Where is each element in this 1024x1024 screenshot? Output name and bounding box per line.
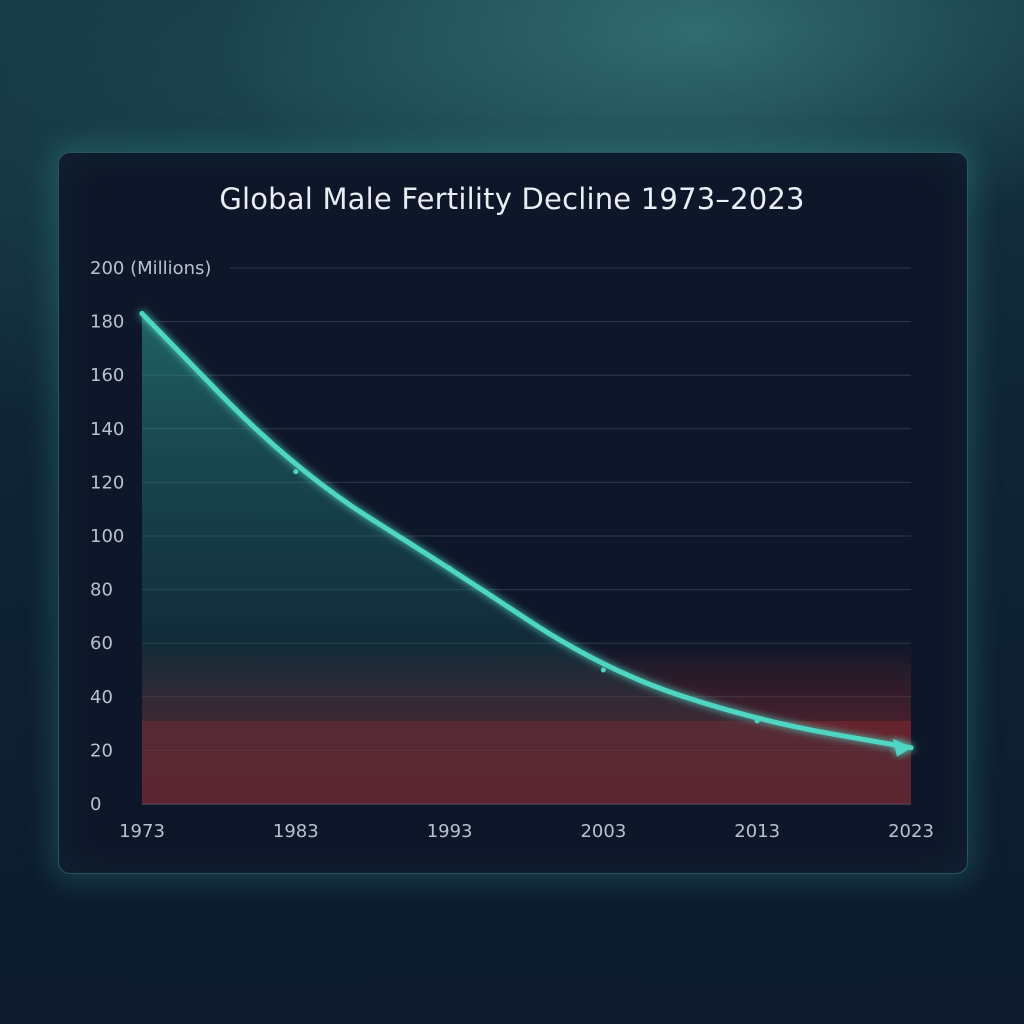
- data-point: [447, 565, 453, 571]
- y-tick-label: 0: [90, 794, 101, 815]
- y-tick-label: 200 (Millions): [90, 258, 211, 279]
- series-line: [139, 311, 914, 751]
- data-point: [754, 718, 760, 724]
- data-point: [293, 469, 299, 475]
- x-tick-label: 1993: [427, 821, 473, 842]
- y-tick-label: 100: [90, 526, 124, 547]
- chart-title: Global Male Fertility Decline 1973–2023: [219, 182, 805, 216]
- data-point: [600, 667, 606, 673]
- x-tick-label: 1983: [273, 821, 319, 842]
- y-tick-label: 20: [90, 740, 113, 761]
- y-tick-label: 120: [90, 472, 124, 493]
- y-tick-label: 80: [90, 580, 113, 601]
- x-tick-label: 2013: [734, 821, 780, 842]
- x-tick-label: 1973: [119, 821, 165, 842]
- x-tick-label: 2023: [888, 821, 934, 842]
- y-tick-label: 60: [90, 633, 113, 654]
- data-point: [139, 311, 145, 317]
- series-area: [142, 313, 911, 804]
- y-tick-label: 160: [90, 365, 124, 386]
- y-tick-label: 140: [90, 419, 124, 440]
- end-arrow-icon: [893, 738, 911, 757]
- y-tick-label: 40: [90, 687, 113, 708]
- y-tick-label: 180: [90, 312, 124, 333]
- x-tick-label: 2003: [580, 821, 626, 842]
